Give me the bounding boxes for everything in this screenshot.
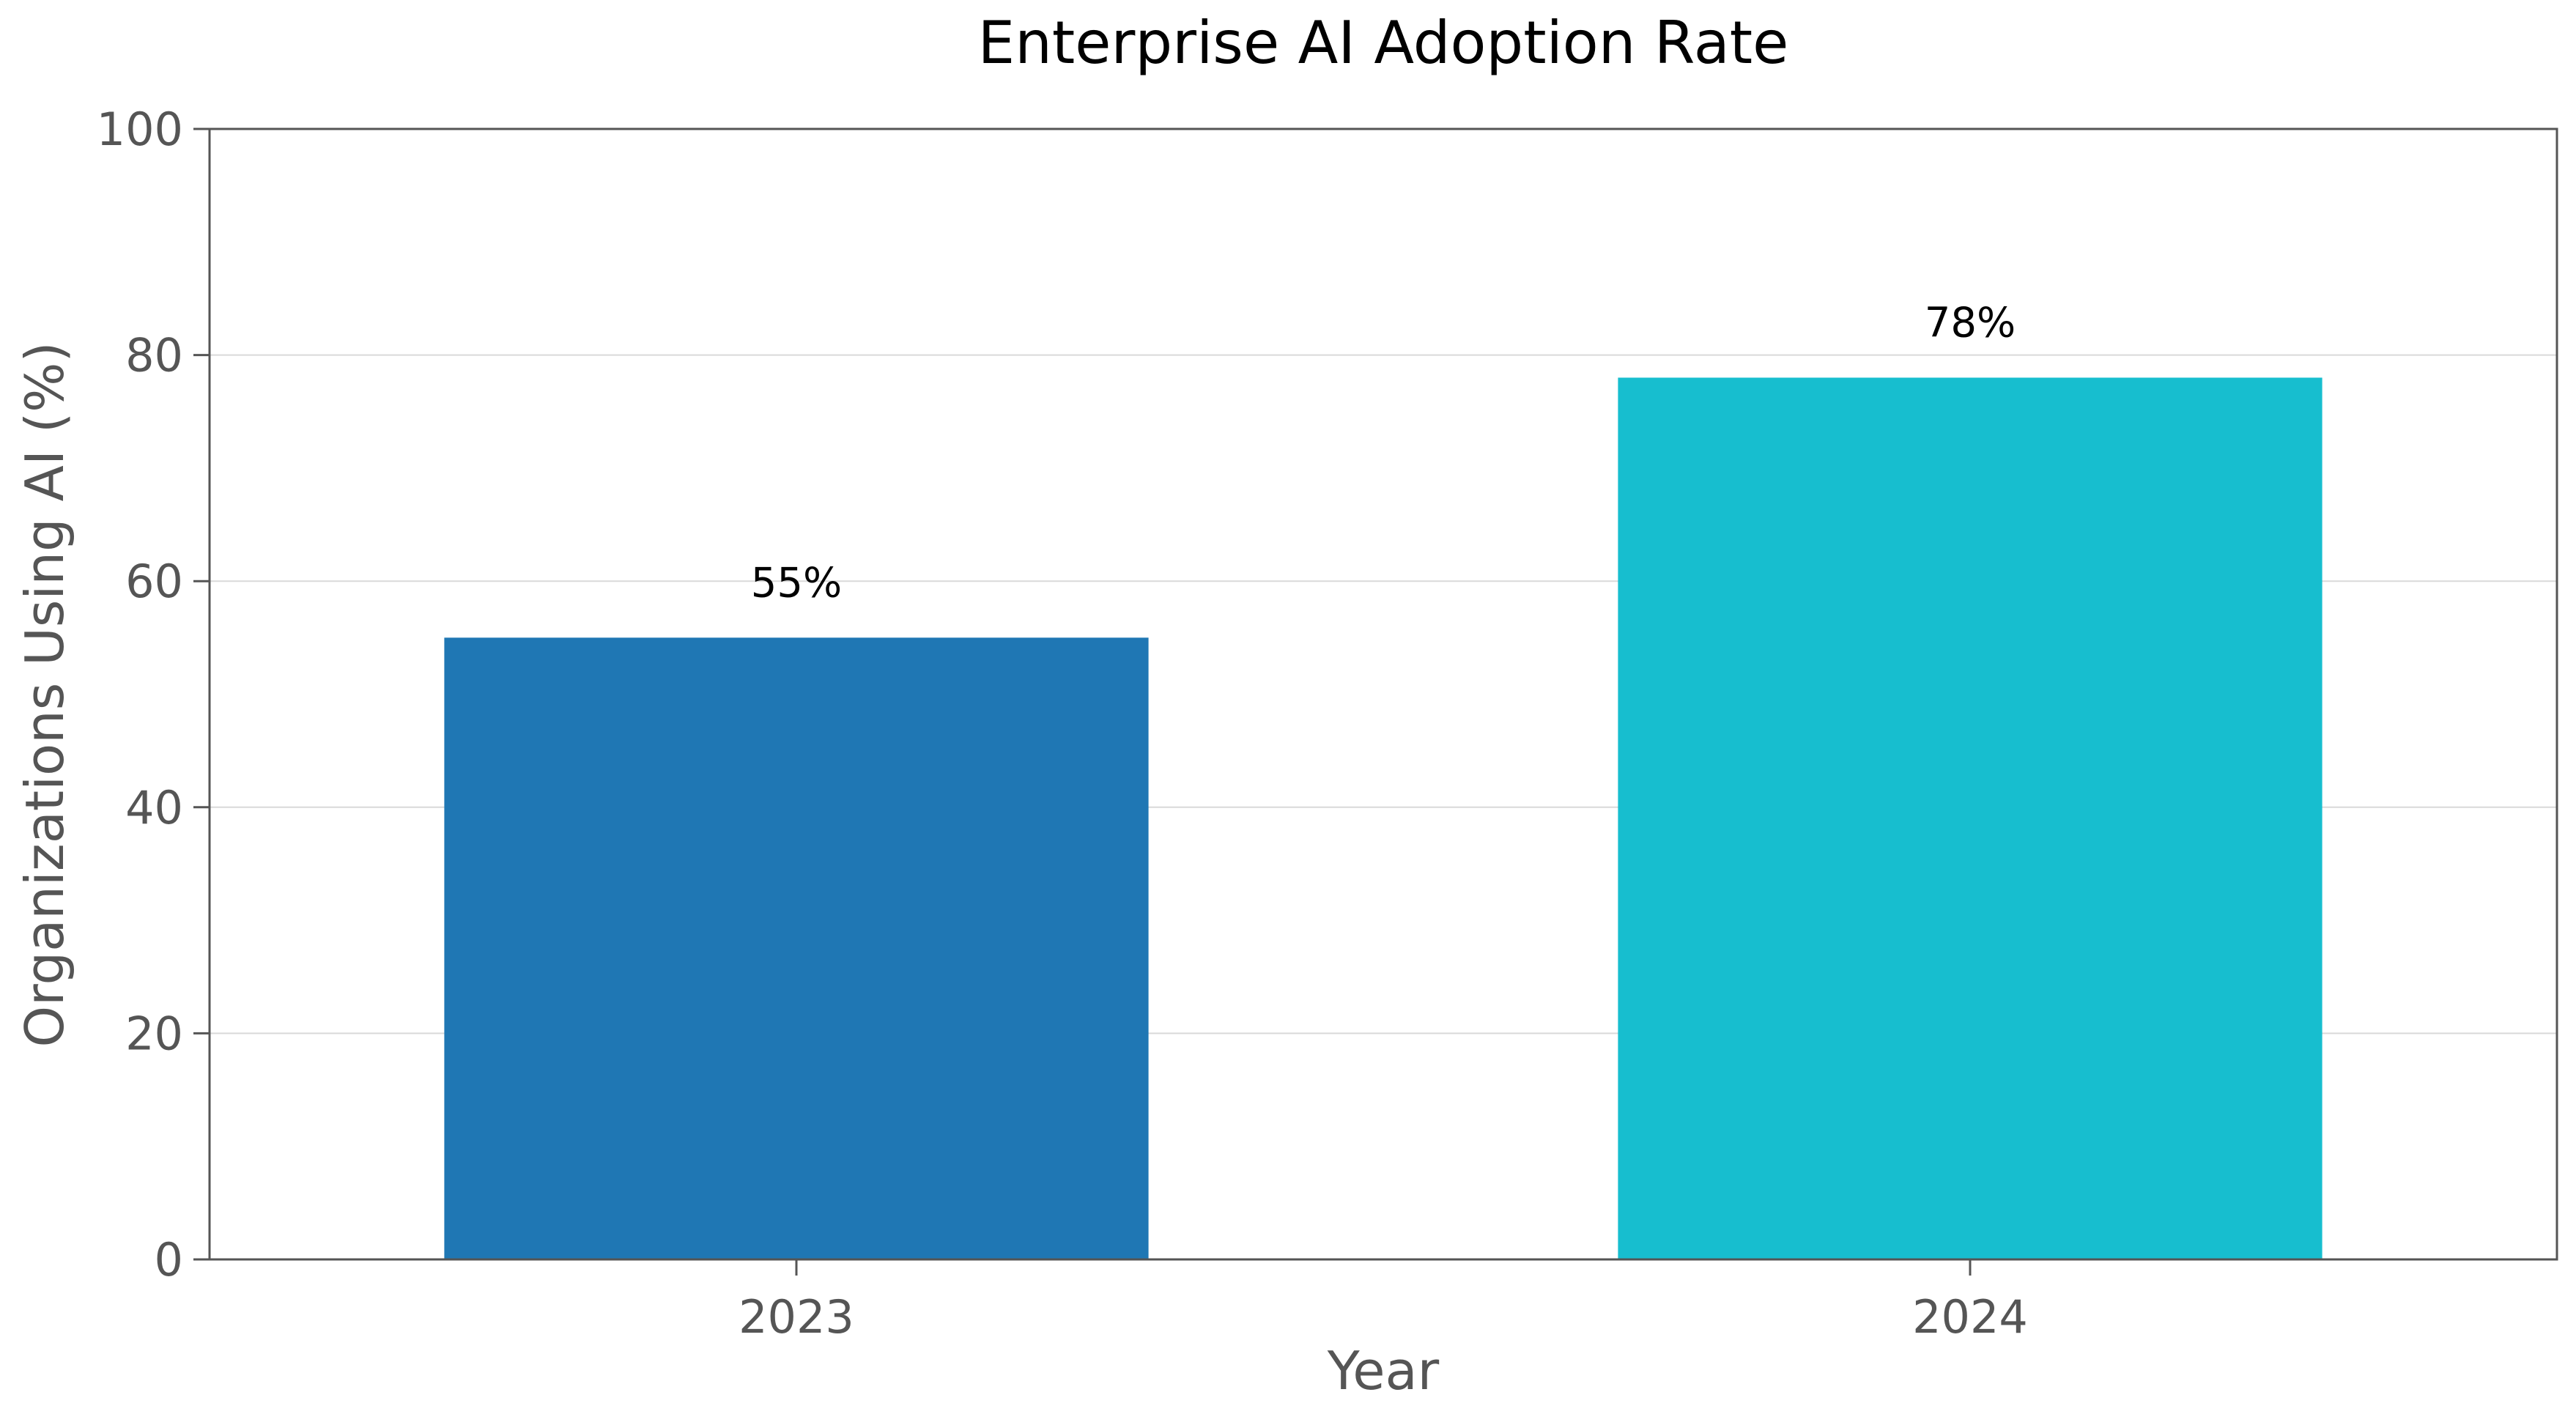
x-tick-label: 2023 (739, 1290, 854, 1344)
y-axis-ticks: 0 20 40 60 80 100 (97, 103, 210, 1287)
x-axis-title: Year (1327, 1340, 1440, 1402)
bar-2023 (444, 637, 1149, 1259)
y-axis-title: Organizations Using AI (%) (14, 341, 75, 1047)
plot-frame (208, 127, 2558, 1261)
data-labels: 55% 78% (751, 299, 2016, 607)
data-label-2024: 78% (1925, 299, 2016, 347)
bar-layer (444, 377, 2323, 1260)
x-tick-label: 2024 (1912, 1290, 2028, 1344)
y-tick-label: 20 (125, 1007, 183, 1060)
bar-2024 (1618, 377, 2323, 1260)
chart-title: Enterprise AI Adoption Rate (978, 9, 1789, 77)
x-axis-ticks: 2023 2024 (739, 1259, 2028, 1344)
y-tick-label: 60 (125, 555, 183, 608)
y-tick-label: 40 (125, 781, 183, 834)
y-tick-label: 80 (125, 329, 183, 382)
y-tick-label: 0 (155, 1233, 183, 1287)
y-tick-label: 100 (97, 103, 183, 156)
data-label-2023: 55% (751, 559, 842, 607)
